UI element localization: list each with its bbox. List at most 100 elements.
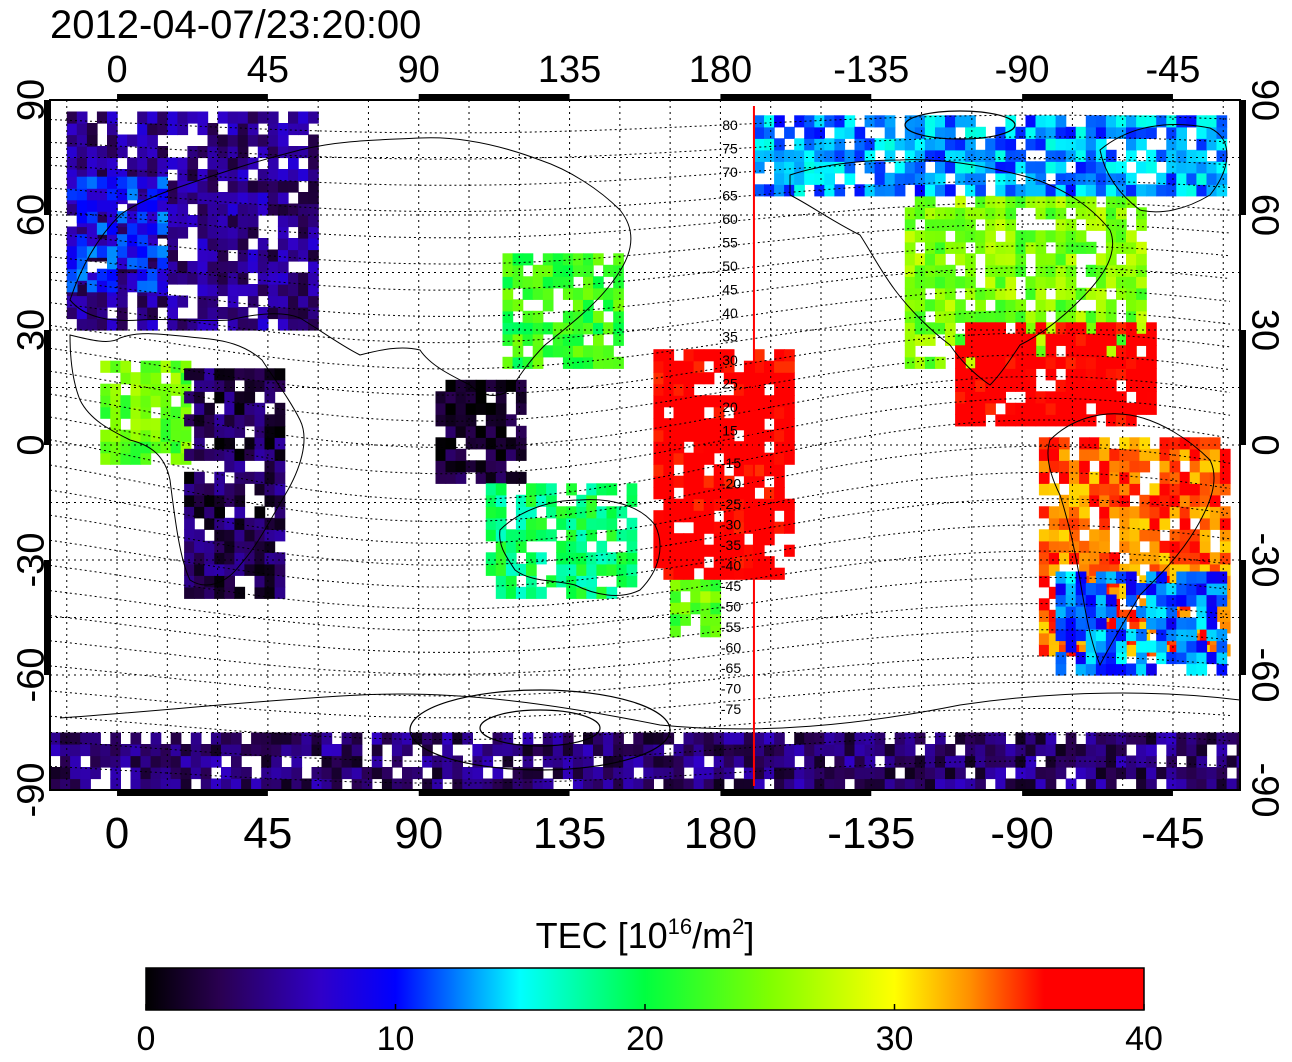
tec-cell — [753, 533, 765, 546]
tec-cell — [1025, 161, 1037, 174]
tec-cell — [1055, 652, 1067, 665]
tec-cell — [1136, 322, 1147, 335]
tec-cell — [482, 778, 494, 790]
tec-cell — [1126, 583, 1137, 596]
tec-cell — [723, 556, 735, 569]
tec-cell — [703, 498, 715, 511]
tec-cell — [207, 249, 219, 262]
tec-cell — [965, 287, 976, 300]
map-plot-area: 8075706560555045403530252015-15-20-25-30… — [44, 94, 1246, 796]
tec-cell — [1109, 460, 1120, 473]
tec-cell — [955, 356, 966, 369]
tec-cell — [66, 176, 78, 189]
colorbar-tick-label: 20 — [626, 1020, 664, 1057]
tec-cell — [76, 268, 88, 281]
tec-cell — [1025, 368, 1037, 381]
tec-cell — [1025, 322, 1037, 335]
tec-cell — [274, 517, 286, 530]
tec-cell — [288, 123, 299, 136]
tec-cell — [267, 295, 279, 308]
tec-cell — [1038, 632, 1050, 645]
tec-cell — [1136, 606, 1147, 619]
tec-cell — [884, 149, 896, 162]
tec-cell — [184, 586, 195, 599]
tec-cell — [1059, 540, 1070, 553]
tec-cell — [1005, 379, 1017, 392]
tec-cell — [1189, 448, 1201, 461]
tec-cell — [157, 222, 168, 235]
tec-cell — [1065, 126, 1077, 139]
tec-cell — [515, 437, 527, 450]
tec-cell — [854, 755, 866, 768]
tec-cell — [147, 245, 158, 258]
tec-cell — [100, 452, 111, 465]
tec-cell — [331, 767, 343, 780]
tec-cell — [137, 234, 148, 247]
magnetic-latitude-contour — [50, 655, 1231, 697]
tec-cell — [217, 261, 229, 274]
tec-cell — [965, 161, 976, 174]
tec-cell — [1095, 379, 1107, 392]
tec-cell — [1109, 552, 1120, 565]
tec-cell — [184, 529, 195, 542]
tec-cell — [1236, 732, 1240, 745]
tec-cell — [301, 744, 313, 757]
tec-cell — [1015, 149, 1027, 162]
tec-cell — [86, 211, 98, 224]
tec-cell — [455, 460, 467, 473]
tec-cell — [1186, 172, 1198, 185]
lat-tick-label-right: 60 — [1244, 194, 1286, 236]
tec-cell — [187, 272, 199, 285]
tec-cell — [653, 556, 665, 569]
tec-cell — [562, 264, 574, 277]
tec-cell — [264, 494, 276, 507]
tec-cell — [743, 383, 755, 396]
tec-cell — [298, 215, 309, 228]
tec-cell — [643, 732, 654, 745]
tec-cell — [935, 732, 946, 745]
tec-cell — [753, 383, 765, 396]
tec-cell — [1129, 563, 1141, 576]
tec-cell — [308, 180, 319, 193]
tec-cell — [485, 506, 497, 519]
tec-cell — [445, 460, 457, 473]
tec-cell — [1146, 149, 1157, 162]
tec-cell — [257, 111, 269, 124]
tec-cell — [723, 418, 735, 431]
tec-cell — [1166, 767, 1177, 780]
tec-cell — [583, 356, 594, 369]
tec-cell — [432, 732, 443, 745]
tec-cell — [445, 414, 457, 427]
tec-cell — [167, 307, 178, 320]
tec-cell — [422, 778, 433, 790]
tec-cell — [834, 126, 846, 139]
tec-cell — [1179, 506, 1191, 519]
coastline-eurasia — [69, 137, 632, 396]
tec-cell — [522, 310, 534, 323]
tec-cell — [298, 111, 309, 124]
tec-cell — [515, 391, 527, 404]
tec-cell — [1045, 230, 1057, 243]
tec-cell — [207, 318, 219, 331]
tec-cell — [1216, 663, 1228, 676]
tec-cell — [298, 192, 309, 205]
tec-cell — [1005, 115, 1017, 128]
magnetic-latitude-contour — [50, 419, 1231, 501]
lon-tick-label-bottom: 0 — [105, 809, 129, 858]
tec-cell — [1176, 571, 1187, 584]
tec-cell — [1105, 322, 1117, 335]
tec-cell — [985, 368, 996, 381]
tec-cell — [1079, 540, 1090, 553]
tec-cell — [502, 287, 514, 300]
tec-cell — [1005, 299, 1017, 312]
tec-cell — [1095, 264, 1107, 277]
tec-cell — [267, 284, 279, 297]
tec-cell — [298, 249, 309, 262]
tec-cell — [1176, 640, 1187, 653]
tec-cell — [753, 767, 765, 780]
tec-cell — [914, 149, 926, 162]
tec-cell — [495, 402, 507, 415]
tec-cell — [606, 529, 618, 542]
tec-cell — [673, 755, 685, 768]
tec-cell — [1079, 460, 1090, 473]
